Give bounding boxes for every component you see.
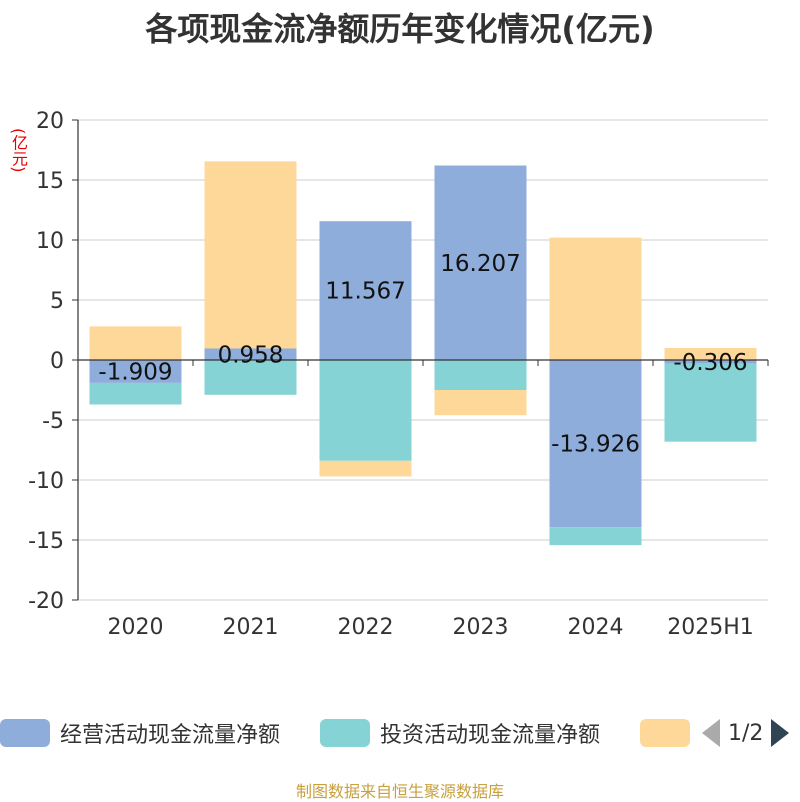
bar-series0-2023 <box>434 165 527 360</box>
legend-label-operating: 经营活动现金流量净额 <box>60 723 281 748</box>
bar-series0-2024 <box>549 360 642 528</box>
legend-item-third[interactable] <box>640 716 700 750</box>
chart-plot-area: 20 15 10 5 0 -5 -10 -15 -20 2020 2021 2022 2023 2024 2… <box>28 109 769 640</box>
y-tick-label: 15 <box>36 169 64 194</box>
legend-pager: 1/2 <box>702 716 790 750</box>
bar-series2-2021 <box>204 161 297 349</box>
legend-swatch-third <box>640 719 690 747</box>
y-tick-label: 20 <box>36 109 64 134</box>
x-tick-label: 2024 <box>568 615 624 640</box>
y-tick-label: -15 <box>28 529 64 554</box>
chevron-right-icon[interactable] <box>771 719 790 747</box>
bar-series1-2020 <box>89 382 182 405</box>
y-axis-unit-label: (亿元) <box>9 128 28 173</box>
bar-series0-2020 <box>89 360 182 383</box>
bar-series0-2025H1 <box>664 360 757 364</box>
data-label: -13.926 <box>551 432 640 458</box>
y-tick-label: 10 <box>36 229 64 254</box>
x-tick-label: 2020 <box>108 615 164 640</box>
bar-series2-2020 <box>89 326 182 360</box>
bar-series1-2025H1 <box>664 363 757 442</box>
x-tick-label: 2025H1 <box>667 615 754 640</box>
legend-label-investing: 投资活动现金流量净额 <box>380 723 601 748</box>
x-tick-label: 2022 <box>338 615 394 640</box>
y-tick-label: 5 <box>50 289 64 314</box>
chart-title: 各项现金流净额历年变化情况(亿元) <box>145 10 655 48</box>
y-tick-label: 0 <box>50 349 64 374</box>
legend-swatch-investing <box>320 719 370 747</box>
bar-series2-2023 <box>434 390 527 416</box>
bar-series1-2021 <box>204 360 297 395</box>
y-tick-label: -10 <box>28 469 64 494</box>
bar-series1-2022 <box>319 360 412 461</box>
chevron-left-icon[interactable] <box>702 719 720 747</box>
data-label: -0.306 <box>673 350 747 376</box>
source-note: 制图数据来自恒生聚源数据库 <box>295 782 504 801</box>
data-label: -1.909 <box>98 359 172 385</box>
bar-series2-2024 <box>549 237 642 360</box>
bar-series1-2023 <box>434 360 527 390</box>
legend-item-operating[interactable]: 经营活动现金流量净额 <box>0 716 280 750</box>
data-label: 11.567 <box>325 279 405 305</box>
legend-item-investing[interactable]: 投资活动现金流量净额 <box>320 716 600 750</box>
x-tick-label: 2023 <box>453 615 509 640</box>
bar-series1-2024 <box>549 527 642 546</box>
data-label: 0.958 <box>218 342 284 368</box>
legend: 经营活动现金流量净额 投资活动现金流量净额 1/2 <box>0 716 800 756</box>
y-tick-label: -5 <box>42 409 64 434</box>
y-tick-label: -20 <box>28 589 64 614</box>
bar-series2-2025H1 <box>664 348 757 360</box>
legend-swatch-operating <box>0 719 50 747</box>
bar-series2-2022 <box>319 460 412 477</box>
legend-page-indicator: 1/2 <box>728 720 764 746</box>
x-tick-label: 2021 <box>223 615 279 640</box>
bar-series0-2021 <box>204 348 297 360</box>
data-label: 16.207 <box>440 251 520 277</box>
bar-series0-2022 <box>319 221 412 360</box>
